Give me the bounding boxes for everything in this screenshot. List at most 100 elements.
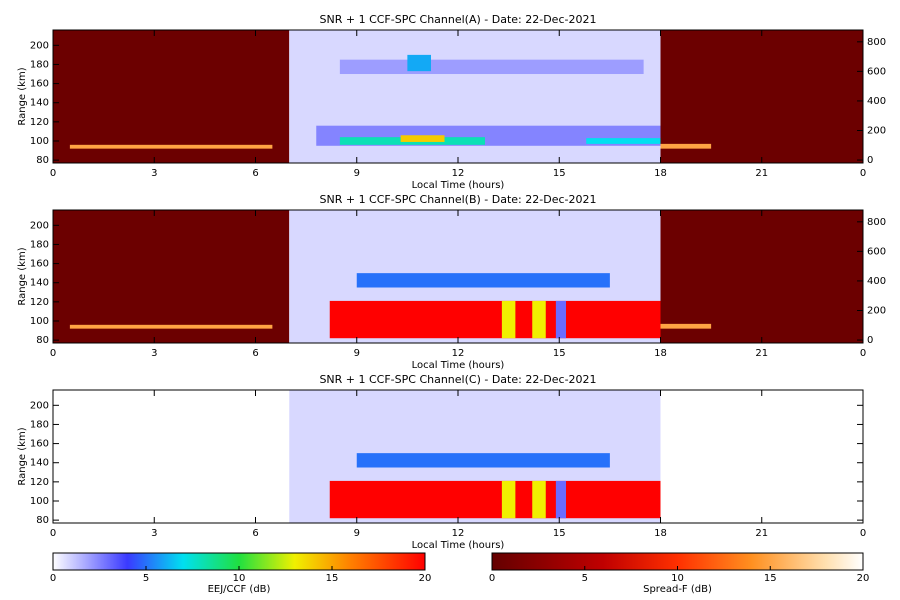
y-tick-label: 200 xyxy=(30,400,49,411)
heatmap-cell xyxy=(53,210,290,343)
colorbar-tick-label: 10 xyxy=(233,573,246,584)
y-tick-label: 120 xyxy=(30,477,49,488)
y-tick-label: 100 xyxy=(30,136,49,147)
x-tick-label: 6 xyxy=(252,168,258,179)
x-tick-label: 3 xyxy=(151,348,157,359)
x-tick-label: 0 xyxy=(860,348,866,359)
y2-tick-label: 800 xyxy=(867,37,886,48)
y-axis-label: Range (km) xyxy=(17,67,28,125)
y-tick-label: 180 xyxy=(30,419,49,430)
heatmap-cell xyxy=(356,453,610,468)
colorbar-label: EEJ/CCF (dB) xyxy=(208,584,271,595)
y-axis-label: Range (km) xyxy=(17,247,28,305)
heatmap-cell xyxy=(501,480,516,519)
x-tick-label: 12 xyxy=(452,528,465,539)
y-tick-label: 140 xyxy=(30,98,49,109)
heatmap-cell xyxy=(53,30,290,163)
x-tick-label: 15 xyxy=(553,348,566,359)
heatmap-cell xyxy=(69,144,273,149)
y-tick-label: 160 xyxy=(30,259,49,270)
heatmap-cell xyxy=(660,143,712,149)
x-tick-label: 9 xyxy=(354,168,360,179)
x-tick-label: 0 xyxy=(860,168,866,179)
x-tick-label: 18 xyxy=(654,168,667,179)
y2-tick-label: 800 xyxy=(867,217,886,228)
colorbar-tick-label: 15 xyxy=(764,573,777,584)
heatmap-cell xyxy=(660,323,712,329)
x-tick-label: 0 xyxy=(50,168,56,179)
y-tick-label: 200 xyxy=(30,220,49,231)
x-tick-label: 6 xyxy=(252,348,258,359)
y-tick-label: 100 xyxy=(30,316,49,327)
y-tick-label: 160 xyxy=(30,439,49,450)
y-tick-label: 180 xyxy=(30,59,49,70)
x-tick-label: 21 xyxy=(755,348,768,359)
x-tick-label: 6 xyxy=(252,528,258,539)
y2-tick-label: 200 xyxy=(867,305,886,316)
colorbar-tick-label: 20 xyxy=(419,573,432,584)
chart-title: SNR + 1 CCF-SPC Channel(B) - Date: 22-De… xyxy=(320,193,597,206)
y-tick-label: 140 xyxy=(30,458,49,469)
heatmap-cell xyxy=(660,30,863,163)
x-tick-label: 12 xyxy=(452,168,465,179)
x-tick-label: 9 xyxy=(354,528,360,539)
heatmap-cell xyxy=(586,138,661,144)
heatmap-area xyxy=(53,210,863,343)
x-tick-label: 0 xyxy=(860,528,866,539)
heatmap-cell xyxy=(329,480,661,519)
heatmap-cell xyxy=(501,300,516,339)
heatmap-cell xyxy=(555,480,566,519)
x-tick-label: 21 xyxy=(755,528,768,539)
y-axis-label: Range (km) xyxy=(17,427,28,485)
x-tick-label: 21 xyxy=(755,168,768,179)
x-axis-label: Local Time (hours) xyxy=(412,360,505,371)
x-tick-label: 3 xyxy=(151,168,157,179)
y-tick-label: 160 xyxy=(30,79,49,90)
x-tick-label: 15 xyxy=(553,168,566,179)
heatmap-cell xyxy=(660,210,863,343)
colorbar-tick-label: 20 xyxy=(857,573,870,584)
x-tick-label: 18 xyxy=(654,528,667,539)
y-tick-label: 180 xyxy=(30,239,49,250)
x-tick-label: 18 xyxy=(654,348,667,359)
heatmap-cell xyxy=(339,59,644,75)
x-axis-label: Local Time (hours) xyxy=(412,540,505,551)
x-tick-label: 3 xyxy=(151,528,157,539)
y-tick-label: 120 xyxy=(30,297,49,308)
heatmap-cell xyxy=(69,324,273,329)
y2-tick-label: 0 xyxy=(867,155,873,166)
x-tick-label: 0 xyxy=(50,348,56,359)
y-tick-label: 80 xyxy=(36,515,49,526)
heatmap-cell xyxy=(555,300,566,339)
colorbar-label: Spread-F (dB) xyxy=(643,584,712,595)
y2-tick-label: 200 xyxy=(867,125,886,136)
y-tick-label: 120 xyxy=(30,117,49,128)
colorbar-tick-label: 5 xyxy=(582,573,588,584)
colorbar-tick-label: 0 xyxy=(50,573,56,584)
y-tick-label: 200 xyxy=(30,40,49,51)
y-tick-label: 100 xyxy=(30,496,49,507)
y2-tick-label: 400 xyxy=(867,276,886,287)
y2-tick-label: 400 xyxy=(867,96,886,107)
y2-tick-label: 600 xyxy=(867,66,886,77)
heatmap-cell xyxy=(356,273,610,288)
y-tick-label: 80 xyxy=(36,155,49,166)
y2-tick-label: 600 xyxy=(867,246,886,257)
x-axis-label: Local Time (hours) xyxy=(412,180,505,191)
colorbar-tick-label: 10 xyxy=(671,573,684,584)
colorbar-tick-label: 0 xyxy=(489,573,495,584)
heatmap-area xyxy=(289,390,661,523)
heatmap-cell xyxy=(400,135,445,142)
heatmap-cell xyxy=(532,300,546,339)
x-tick-label: 0 xyxy=(50,528,56,539)
heatmap-cell xyxy=(532,480,546,519)
x-tick-label: 9 xyxy=(354,348,360,359)
colorbar-tick-label: 5 xyxy=(143,573,149,584)
heatmap-area xyxy=(53,30,863,163)
x-tick-label: 15 xyxy=(553,528,566,539)
heatmap-cell xyxy=(329,300,661,339)
x-tick-label: 12 xyxy=(452,348,465,359)
chart-title: SNR + 1 CCF-SPC Channel(A) - Date: 22-De… xyxy=(320,13,597,26)
y-tick-label: 80 xyxy=(36,335,49,346)
